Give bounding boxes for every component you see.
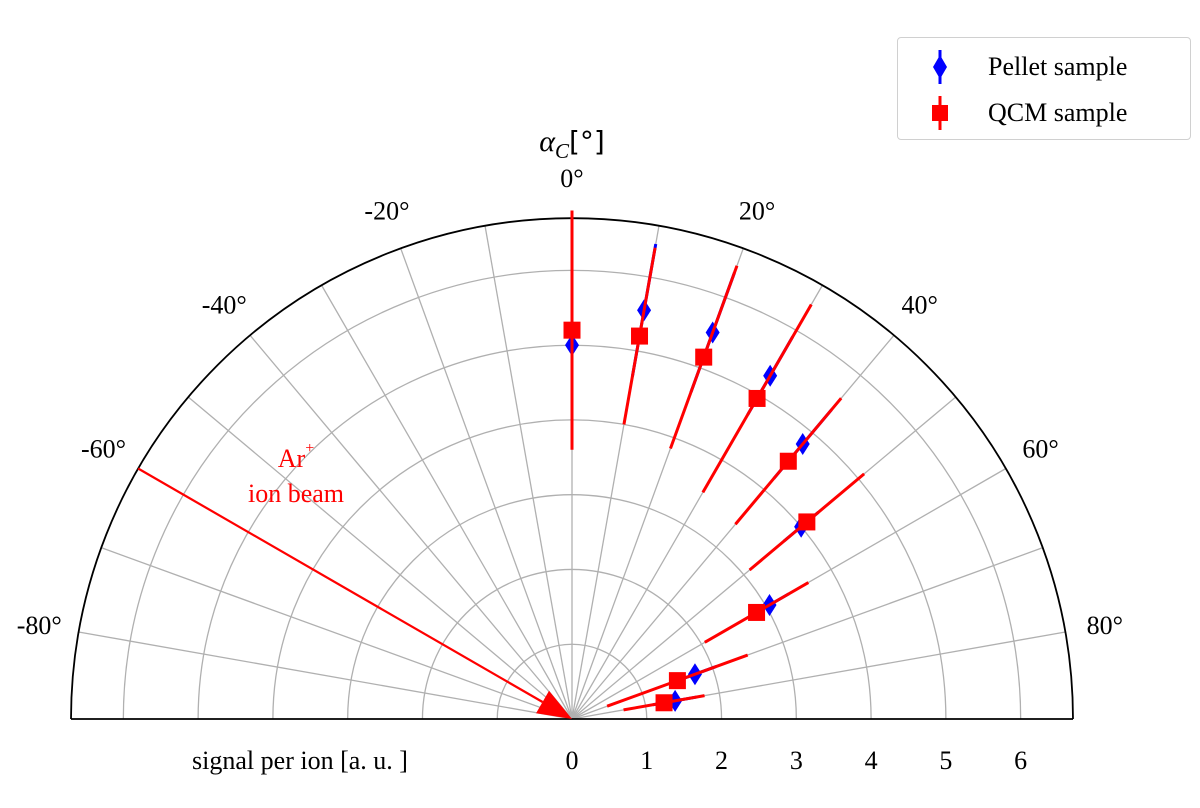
tick-labels: -80° -60° -40° -20° 0° 20° 40° 60° 80° 0 1 2 3 4 5 6 sig…: [17, 125, 1123, 775]
r-tick-label: 3: [790, 746, 803, 775]
data-point-square: [798, 513, 816, 531]
square-marker-icon: [898, 95, 972, 131]
data-point-square: [655, 694, 673, 712]
r-tick-label: 5: [939, 746, 952, 775]
r-tick-label: 1: [640, 746, 653, 775]
theta-gridline: [249, 334, 573, 720]
ion-beam-arrowhead: [536, 690, 572, 719]
theta-gridline: [320, 284, 573, 720]
legend-item-qcm: QCM sample: [898, 95, 1127, 131]
data-series: [563, 210, 866, 712]
data-point-square: [668, 672, 686, 690]
ion-beam-arrow-line: [137, 467, 544, 703]
theta-gridline: [484, 225, 573, 720]
r-gridline: [496, 643, 648, 720]
theta-gridline: [400, 247, 573, 720]
legend-item-pellet: Pellet sample: [898, 49, 1127, 85]
r-axis-label: signal per ion [a. u. ]: [192, 746, 408, 775]
data-point-square: [748, 603, 766, 621]
theta-gridline: [100, 547, 573, 720]
theta-tick-label: 40°: [902, 291, 938, 320]
annotation-label-line2: ion beam: [248, 479, 344, 508]
annotation-label-line1: Ar+: [278, 440, 314, 473]
theta-gridline: [187, 396, 573, 720]
data-point-square: [563, 321, 581, 339]
chart-title: αC[°]: [539, 125, 605, 163]
data-point-square: [748, 389, 766, 407]
theta-tick-label: 60°: [1022, 435, 1058, 464]
series-square: [563, 210, 866, 712]
theta-gridline: [78, 631, 573, 720]
r-tick-label: 2: [715, 746, 728, 775]
theta-tick-label: 20°: [739, 197, 775, 226]
r-tick-label: 6: [1014, 746, 1027, 775]
legend: Pellet sample QCM sample: [897, 37, 1191, 140]
data-point-square: [779, 452, 797, 470]
legend-label-qcm: QCM sample: [988, 98, 1128, 127]
theta-tick-label: -20°: [364, 197, 409, 226]
theta-tick-label: -60°: [81, 435, 126, 464]
theta-tick-label: 0°: [560, 164, 583, 193]
data-point-square: [631, 327, 649, 345]
theta-tick-label: -80°: [17, 611, 62, 640]
legend-label-pellet: Pellet sample: [988, 52, 1128, 81]
annotation: Ar+ ion beam: [137, 440, 572, 719]
r-tick-label: 0: [566, 746, 579, 775]
data-point-square: [695, 348, 713, 366]
r-tick-label: 4: [865, 746, 878, 775]
r-gridline: [421, 568, 723, 720]
diamond-marker-icon: [898, 49, 972, 85]
theta-tick-label: -40°: [202, 291, 247, 320]
theta-tick-label: 80°: [1087, 611, 1123, 640]
series-diamond: [565, 243, 833, 712]
